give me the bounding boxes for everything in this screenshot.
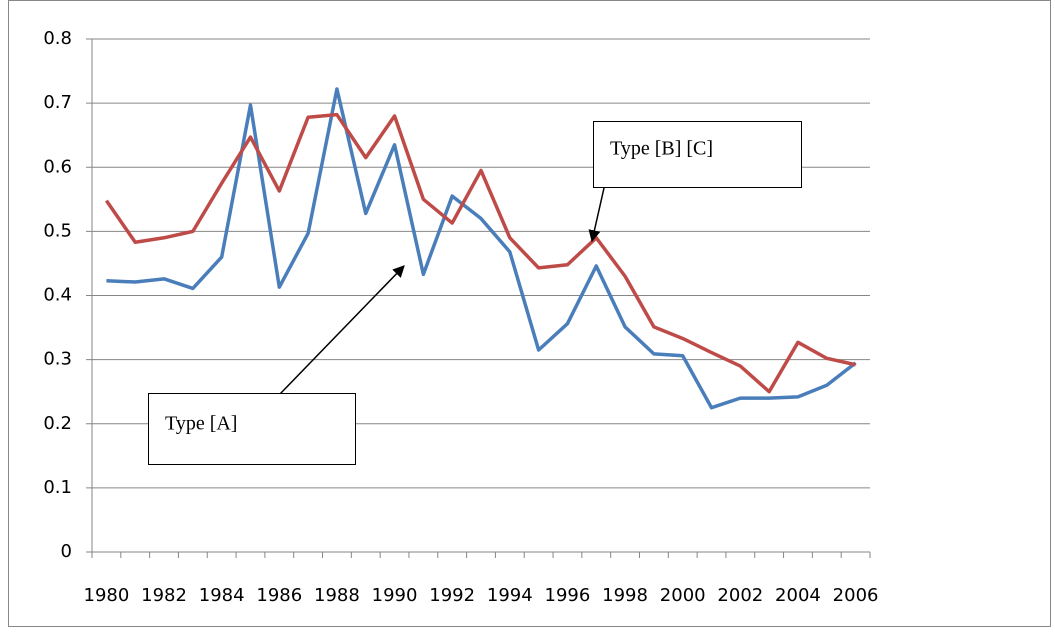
x-tick-label: 2006 xyxy=(833,585,879,606)
y-tick-label: 0.5 xyxy=(43,220,72,241)
y-tick-label: 0.1 xyxy=(43,477,72,498)
y-tick-label: 0.3 xyxy=(43,349,72,370)
x-tick-label: 1990 xyxy=(372,585,418,606)
x-tick-label: 1982 xyxy=(141,585,187,606)
x-tick-label: 1992 xyxy=(429,585,475,606)
x-tick-label: 1980 xyxy=(84,585,130,606)
line-series xyxy=(104,112,856,394)
x-tick-label: 1996 xyxy=(545,585,591,606)
x-tick-label: 2000 xyxy=(660,585,706,606)
x-tick-label: 1998 xyxy=(602,585,648,606)
x-tick-label: 2004 xyxy=(775,585,821,606)
y-tick-label: 0.6 xyxy=(43,156,72,177)
arrow xyxy=(279,265,405,395)
y-tick-label: 0.4 xyxy=(43,285,72,306)
y-tick-label: 0.8 xyxy=(43,28,72,49)
x-tick-label: 1986 xyxy=(256,585,302,606)
annotation-box xyxy=(148,393,356,465)
y-tick-label: 0.7 xyxy=(43,92,72,113)
plot-area: 0 0.1 0.2 0.3 0.4 0.5 0.6 0.7 0.8 1980 1982 1984 198… xyxy=(43,28,878,606)
x-tick-label: 1994 xyxy=(487,585,533,606)
arrow xyxy=(588,187,605,243)
annotation: Type [A] xyxy=(165,413,237,435)
x-tick-label: 1984 xyxy=(199,585,245,606)
x-tick-label: 1988 xyxy=(314,585,360,606)
x-tick-label: 2002 xyxy=(717,585,763,606)
annotation: Type [B] [C] xyxy=(610,138,713,160)
line-series xyxy=(106,87,857,410)
y-tick-label: 0.2 xyxy=(43,413,72,434)
y-tick-label: 0 xyxy=(61,541,72,562)
annotation-box xyxy=(593,121,802,188)
